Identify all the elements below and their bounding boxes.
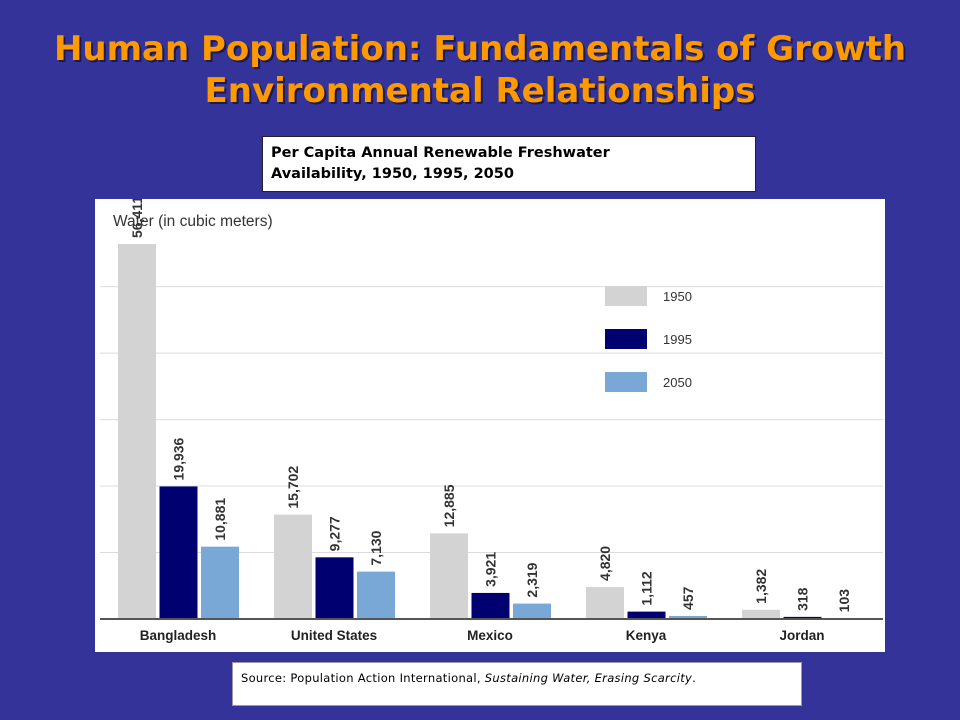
bars-layer	[118, 244, 863, 620]
category-label: Jordan	[779, 628, 824, 643]
chart-title-box: Per Capita Annual Renewable Freshwater A…	[262, 136, 756, 192]
chart-title-line1: Per Capita Annual Renewable Freshwater	[271, 145, 610, 161]
category-label: United States	[291, 628, 377, 643]
bar-2050-bangladesh	[201, 546, 239, 619]
bar-1995-mexico	[471, 592, 510, 619]
data-label: 1,382	[753, 569, 769, 604]
bar-1950-bangladesh	[118, 244, 156, 619]
legend-swatch-2050	[605, 372, 647, 392]
legend-label-2050: 2050	[663, 375, 692, 390]
legend-label-1950: 1950	[663, 289, 692, 304]
legend-label-1995: 1995	[663, 332, 692, 347]
bar-1950-mexico	[430, 533, 468, 619]
bar-1995-jordan	[783, 616, 822, 619]
source-box: Source: Population Action International,…	[232, 662, 802, 706]
bar-1995-bangladesh	[159, 486, 198, 619]
bar-2050-united-states	[357, 571, 395, 619]
y-axis-label: Water (in cubic meters)	[113, 213, 273, 230]
axis-layer: Bangladesh United States Mexico Kenya Jordan	[100, 618, 883, 643]
bar-2050-kenya	[669, 615, 707, 619]
bar-2050-mexico	[513, 603, 551, 619]
data-label: 56,411	[129, 199, 145, 238]
slide-title: Human Population: Fundamentals of Growth…	[0, 28, 960, 112]
bar-1950-kenya	[586, 586, 624, 619]
legend-swatch-1950	[605, 286, 647, 306]
source-publication: Sustaining Water, Erasing Scarcity	[484, 671, 693, 685]
bar-1950-jordan	[742, 609, 780, 619]
data-label: 7,130	[368, 530, 384, 565]
data-label: 1,112	[639, 571, 655, 605]
slide-title-line2: Environmental Relationships	[204, 71, 756, 111]
legend-swatch-1995	[605, 329, 647, 349]
source-prefix: Source: Population Action International,	[241, 671, 481, 685]
category-label: Mexico	[467, 628, 513, 643]
bar-1950-united-states	[274, 514, 312, 619]
chart-panel: 56,411 19,936 10,881 15,702 9,277 7,130 12,885…	[95, 199, 885, 652]
data-label: 103	[836, 589, 852, 613]
slide-title-line1: Human Population: Fundamentals of Growth	[53, 29, 907, 69]
data-label: 12,885	[441, 484, 457, 527]
data-label: 9,277	[327, 516, 343, 551]
data-label: 318	[795, 587, 811, 611]
chart-title-line2: Availability, 1950, 1995, 2050	[271, 166, 514, 182]
data-label: 3,921	[483, 552, 499, 587]
data-label: 457	[680, 586, 696, 610]
category-label: Kenya	[626, 628, 667, 643]
data-label: 19,936	[171, 437, 187, 480]
data-labels-layer: 56,411 19,936 10,881 15,702 9,277 7,130 12,885…	[129, 199, 852, 612]
bar-chart: 56,411 19,936 10,881 15,702 9,277 7,130 12,885…	[100, 199, 883, 643]
data-label: 4,820	[597, 546, 613, 581]
source-suffix: .	[692, 671, 697, 685]
category-label: Bangladesh	[140, 628, 217, 643]
legend: 1950 1995 2050	[605, 286, 692, 392]
grid-layer	[100, 286, 883, 554]
data-label: 15,702	[285, 466, 301, 509]
bar-1995-kenya	[627, 611, 666, 619]
data-label: 2,319	[524, 562, 540, 597]
data-label: 10,881	[212, 498, 228, 541]
bar-1995-united-states	[315, 557, 354, 619]
